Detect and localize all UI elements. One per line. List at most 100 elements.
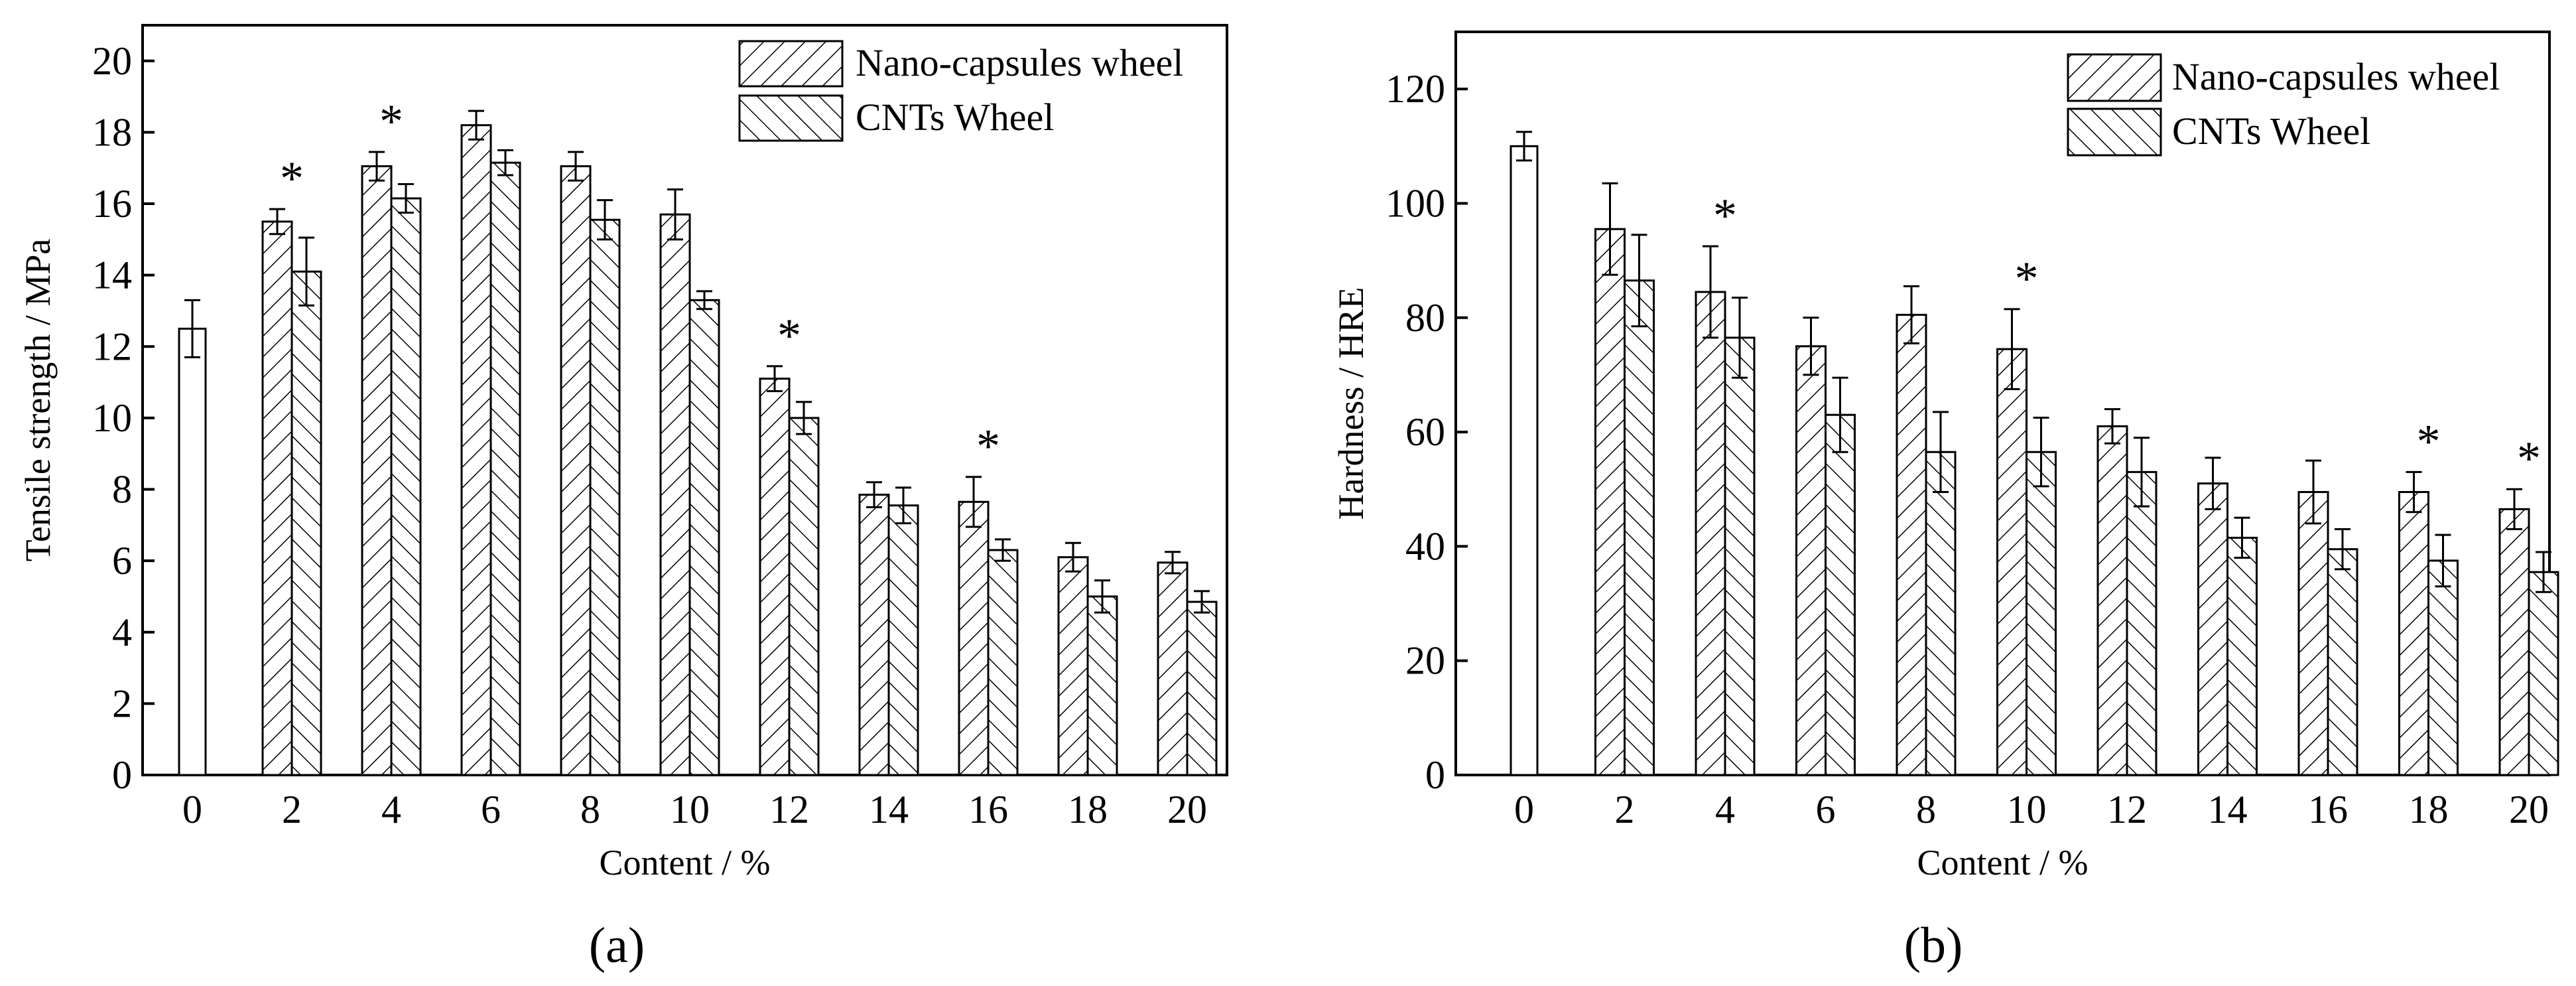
bar-series-2 [290,270,322,776]
significance-marker: * [2417,415,2441,468]
x-tick-label: 20 [2509,788,2549,831]
y-tick-label: 80 [1405,296,1445,340]
bar-series-2 [2126,470,2157,776]
bar-series-1 [1896,313,1927,776]
y-tick-label: 12 [92,324,132,368]
y-tick-label: 16 [92,182,132,226]
x-tick-label: 20 [1167,788,1207,831]
bar-series-2 [987,549,1019,776]
panel-label-b: (b) [1904,918,1963,973]
significance-marker: * [976,420,1000,473]
bar-series-1 [261,220,293,776]
bar-series-1 [1996,348,2028,776]
bar-series-2 [1925,451,1957,776]
y-tick-label: 6 [112,539,132,583]
y-tick-label: 40 [1405,524,1445,568]
bar-series-2 [788,417,820,776]
significance-marker: * [2517,432,2541,485]
x-tick-label: 16 [2308,788,2348,831]
bar-series-2 [2226,536,2258,776]
x-tick-label: 0 [182,788,202,831]
bar-series-1 [2398,491,2429,776]
legend-swatch-2 [2067,107,2162,157]
bar-series-2 [2327,548,2358,776]
bar-series-1 [2197,482,2228,776]
x-tick-label: 0 [1514,788,1534,831]
bar-series-1 [1594,228,1626,776]
bar-series-2 [2026,451,2057,776]
x-tick-label: 6 [1816,788,1836,831]
panel-a-tensile-strength-chart: 0 2 4 6 8 10 12 14 16 18 20 0 2 4 6 8 10 12 14 16 18 20 Conten… [18,24,1228,882]
x-tick-label: 10 [670,788,710,831]
x-tick-label: 6 [481,788,501,831]
bar-series-2 [589,218,621,776]
bar-series-1 [1695,291,1726,776]
y-tick-label: 0 [112,753,132,797]
y-tick-label: 20 [92,39,132,83]
bar-series-1 [361,165,393,776]
significance-marker: * [280,152,304,205]
legend-label-2: CNTs Wheel [856,96,1054,139]
bar-series-2 [1086,595,1118,776]
bar-series-1 [1057,556,1089,776]
x-tick-label: 8 [580,788,600,831]
panel-label-a: (a) [589,918,645,973]
bar-series-1 [858,494,890,776]
bar-series-2 [390,197,422,776]
bar-series-1 [958,500,990,776]
x-tick-label: 16 [968,788,1008,831]
y-axis-label: Hardness / HRE [1331,287,1371,520]
y-axis-label: Tensile strength / MPa [18,239,58,562]
bar-series-1 [759,378,791,776]
x-axis-label: Content / % [600,843,771,882]
bar-series-2 [2427,559,2459,776]
y-tick-label: 60 [1405,410,1445,454]
legend-label-1: Nano-capsules wheel [2172,55,2500,98]
bar-series-1 [2498,508,2530,776]
bar-control [1510,145,1539,776]
bar-series-1 [1157,561,1189,776]
y-tick-label: 120 [1385,67,1445,111]
bar-control [178,327,207,776]
bar-series-1 [560,165,592,776]
y-tick-label: 4 [112,610,132,654]
bar-series-1 [659,213,691,776]
significance-marker: * [777,309,801,362]
x-tick-label: 10 [2007,788,2047,831]
y-tick-label: 18 [92,110,132,154]
x-tick-label: 14 [2208,788,2248,831]
y-tick-label: 10 [92,396,132,440]
bar-series-2 [1624,279,1655,776]
y-tick-label: 0 [1425,753,1445,797]
legend-label-2: CNTs Wheel [2172,109,2370,153]
legend-label-1: Nano-capsules wheel [856,41,1183,84]
bar-series-2 [887,504,919,776]
x-tick-label: 2 [1615,788,1635,831]
y-tick-label: 8 [112,468,132,512]
bar-series-2 [489,161,521,776]
bar-series-1 [2096,425,2128,776]
x-tick-label: 18 [1068,788,1108,831]
legend-swatch-1 [738,40,844,88]
significance-marker: * [2015,252,2039,305]
bar-series-1 [1795,345,1827,776]
y-tick-label: 14 [92,253,132,297]
x-tick-label: 4 [381,788,401,831]
y-tick-label: 100 [1385,181,1445,225]
x-tick-label: 12 [2107,788,2147,831]
bar-series-1 [2297,491,2329,776]
y-tick-label: 20 [1405,639,1445,683]
y-tick-label: 2 [112,681,132,725]
bar-series-1 [460,124,492,776]
x-tick-label: 18 [2409,788,2449,831]
bar-series-2 [1724,336,1756,776]
bar-series-2 [1186,600,1218,776]
legend-swatch-1 [2067,53,2162,102]
significance-marker: * [1713,189,1737,242]
bar-series-2 [688,299,720,776]
x-tick-label: 14 [869,788,909,831]
x-tick-label: 4 [1715,788,1735,831]
x-axis-label: Content / % [1917,843,2089,882]
panel-b-hardness-chart: 0 20 40 60 80 100 120 0 2 4 6 8 10 12 14 16 18 20 Content … [1331,31,2559,882]
